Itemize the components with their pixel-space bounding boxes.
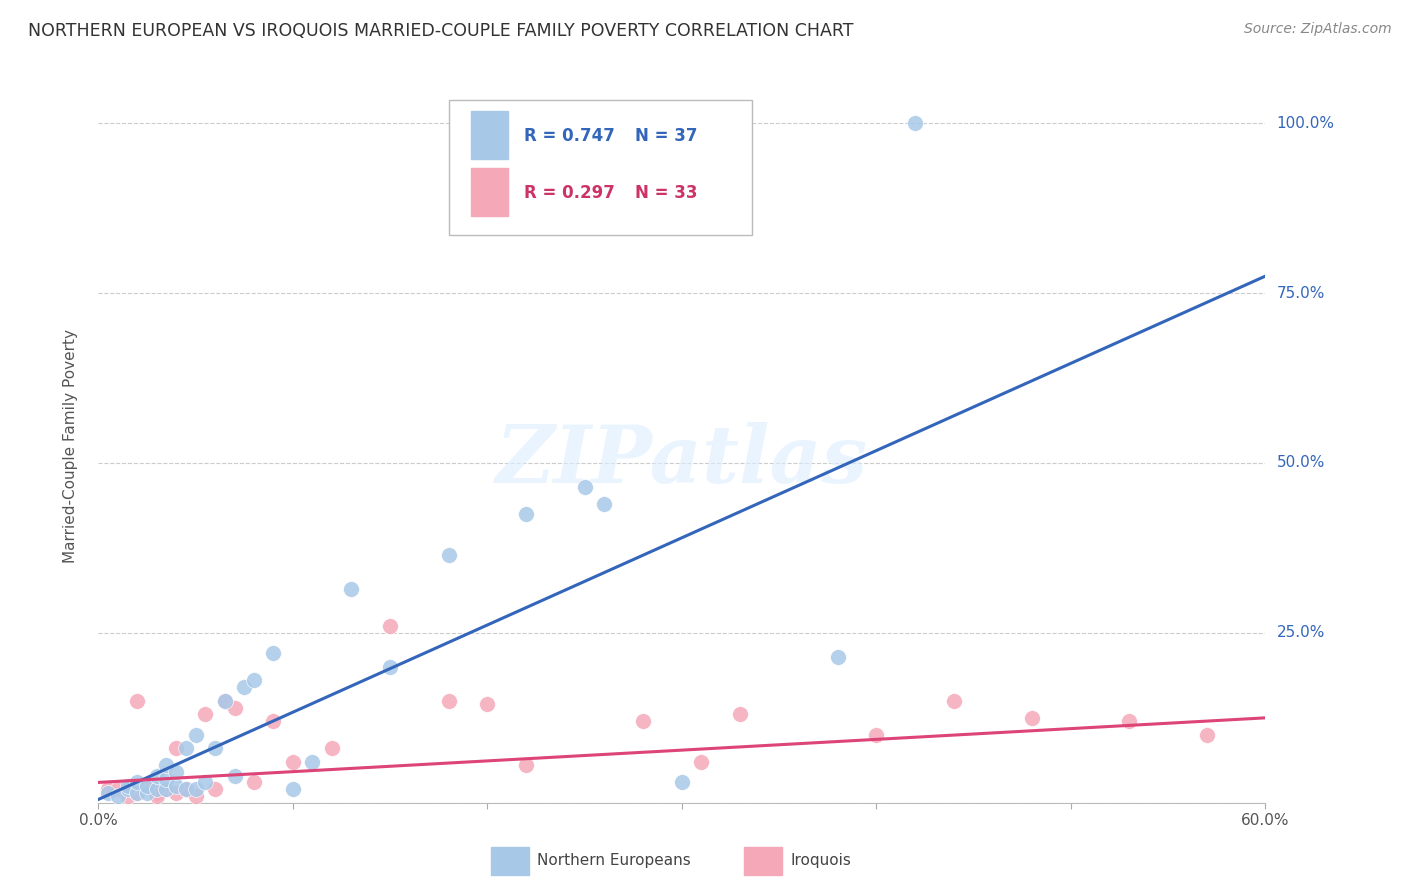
Point — [146, 782, 169, 797]
Point — [97, 786, 120, 800]
Point — [214, 694, 236, 708]
Point — [165, 741, 187, 756]
Point — [174, 741, 197, 756]
FancyBboxPatch shape — [471, 112, 508, 159]
Point — [136, 786, 159, 800]
Point — [107, 782, 129, 797]
Point — [340, 582, 363, 596]
Text: 100.0%: 100.0% — [1277, 116, 1334, 131]
Point — [515, 758, 537, 772]
Point — [281, 755, 304, 769]
Point — [127, 775, 149, 789]
Point — [243, 775, 266, 789]
Point — [730, 707, 752, 722]
Point — [671, 775, 693, 789]
FancyBboxPatch shape — [471, 169, 508, 216]
Point — [194, 775, 217, 789]
Point — [262, 646, 284, 660]
Point — [378, 619, 402, 633]
Point — [233, 680, 256, 694]
FancyBboxPatch shape — [449, 100, 752, 235]
Text: Iroquois: Iroquois — [790, 854, 851, 868]
Point — [1195, 728, 1218, 742]
Point — [155, 772, 177, 786]
Point — [243, 673, 266, 688]
Point — [301, 755, 323, 769]
Point — [262, 714, 284, 729]
Point — [146, 769, 169, 783]
Y-axis label: Married-Couple Family Poverty: Married-Couple Family Poverty — [63, 329, 77, 563]
Point — [127, 786, 149, 800]
Point — [155, 782, 177, 797]
Text: 25.0%: 25.0% — [1277, 625, 1324, 640]
Point — [155, 782, 177, 797]
Point — [174, 782, 197, 797]
Point — [378, 660, 402, 674]
Point — [146, 786, 169, 800]
Point — [107, 789, 129, 803]
Point — [184, 782, 207, 797]
Point — [321, 741, 343, 756]
Point — [593, 497, 616, 511]
Text: N = 33: N = 33 — [636, 184, 697, 202]
Point — [165, 779, 187, 793]
Point — [97, 782, 120, 797]
Point — [127, 694, 149, 708]
Point — [631, 714, 654, 729]
Point — [146, 789, 169, 803]
Text: ZIPatlas: ZIPatlas — [496, 422, 868, 499]
Point — [515, 507, 537, 521]
Point — [943, 694, 966, 708]
Text: R = 0.747: R = 0.747 — [524, 127, 616, 145]
Point — [827, 649, 849, 664]
Point — [1118, 714, 1140, 729]
Point — [477, 698, 499, 712]
Point — [117, 779, 139, 793]
Point — [1021, 711, 1043, 725]
Point — [127, 786, 149, 800]
Point — [165, 786, 187, 800]
Point — [204, 741, 226, 756]
Point — [281, 782, 304, 797]
Text: Source: ZipAtlas.com: Source: ZipAtlas.com — [1244, 22, 1392, 37]
Point — [174, 782, 197, 797]
Point — [184, 789, 207, 803]
Point — [117, 789, 139, 803]
Text: R = 0.297: R = 0.297 — [524, 184, 616, 202]
Point — [574, 480, 596, 494]
Point — [155, 758, 177, 772]
Point — [165, 765, 187, 780]
Text: NORTHERN EUROPEAN VS IROQUOIS MARRIED-COUPLE FAMILY POVERTY CORRELATION CHART: NORTHERN EUROPEAN VS IROQUOIS MARRIED-CO… — [28, 22, 853, 40]
Point — [437, 694, 460, 708]
Point — [184, 728, 207, 742]
Point — [136, 779, 159, 793]
Point — [194, 707, 217, 722]
Point — [117, 782, 139, 797]
Point — [437, 548, 460, 562]
Text: 50.0%: 50.0% — [1277, 456, 1324, 470]
Point — [865, 728, 887, 742]
Point — [136, 779, 159, 793]
Text: 75.0%: 75.0% — [1277, 285, 1324, 301]
Text: N = 37: N = 37 — [636, 127, 697, 145]
Point — [204, 782, 226, 797]
Point — [690, 755, 713, 769]
Point — [224, 700, 246, 714]
Point — [904, 116, 927, 130]
Point — [214, 694, 236, 708]
Text: Northern Europeans: Northern Europeans — [537, 854, 690, 868]
Point — [224, 769, 246, 783]
